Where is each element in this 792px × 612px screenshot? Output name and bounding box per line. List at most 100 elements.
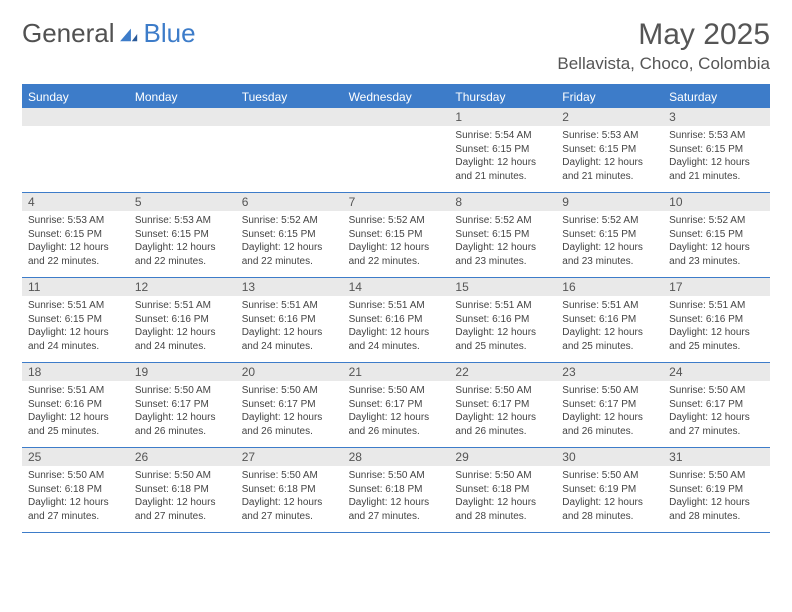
day-body xyxy=(129,126,236,133)
sunset-text: Sunset: 6:16 PM xyxy=(28,398,123,412)
day-body: Sunrise: 5:52 AMSunset: 6:15 PMDaylight:… xyxy=(449,211,556,272)
day-body: Sunrise: 5:50 AMSunset: 6:19 PMDaylight:… xyxy=(663,466,770,527)
sunset-text: Sunset: 6:17 PM xyxy=(562,398,657,412)
week-row: 1Sunrise: 5:54 AMSunset: 6:15 PMDaylight… xyxy=(22,108,770,193)
day-cell xyxy=(129,108,236,192)
logo-text-blue: Blue xyxy=(144,18,196,49)
logo: General Blue xyxy=(22,18,196,49)
day-body: Sunrise: 5:54 AMSunset: 6:15 PMDaylight:… xyxy=(449,126,556,187)
day-body: Sunrise: 5:52 AMSunset: 6:15 PMDaylight:… xyxy=(343,211,450,272)
daylight-text: Daylight: 12 hours and 24 minutes. xyxy=(242,326,337,353)
day-number: 18 xyxy=(22,363,129,381)
daylight-text: Daylight: 12 hours and 23 minutes. xyxy=(669,241,764,268)
weekday-header: Monday xyxy=(129,86,236,108)
sunset-text: Sunset: 6:17 PM xyxy=(242,398,337,412)
day-body: Sunrise: 5:51 AMSunset: 6:16 PMDaylight:… xyxy=(556,296,663,357)
sunset-text: Sunset: 6:18 PM xyxy=(242,483,337,497)
sunrise-text: Sunrise: 5:53 AM xyxy=(28,214,123,228)
day-cell: 14Sunrise: 5:51 AMSunset: 6:16 PMDayligh… xyxy=(343,278,450,362)
sunrise-text: Sunrise: 5:50 AM xyxy=(135,384,230,398)
day-cell: 1Sunrise: 5:54 AMSunset: 6:15 PMDaylight… xyxy=(449,108,556,192)
sunset-text: Sunset: 6:16 PM xyxy=(242,313,337,327)
day-number: 10 xyxy=(663,193,770,211)
day-number: 12 xyxy=(129,278,236,296)
day-number: 9 xyxy=(556,193,663,211)
day-number: 23 xyxy=(556,363,663,381)
day-body: Sunrise: 5:50 AMSunset: 6:17 PMDaylight:… xyxy=(343,381,450,442)
sunset-text: Sunset: 6:16 PM xyxy=(135,313,230,327)
logo-triangle-icon xyxy=(119,25,141,43)
sunrise-text: Sunrise: 5:54 AM xyxy=(455,129,550,143)
sunrise-text: Sunrise: 5:51 AM xyxy=(669,299,764,313)
day-number: 24 xyxy=(663,363,770,381)
day-cell xyxy=(236,108,343,192)
daylight-text: Daylight: 12 hours and 28 minutes. xyxy=(562,496,657,523)
sunrise-text: Sunrise: 5:50 AM xyxy=(669,469,764,483)
day-number: 4 xyxy=(22,193,129,211)
day-body: Sunrise: 5:50 AMSunset: 6:19 PMDaylight:… xyxy=(556,466,663,527)
location-text: Bellavista, Choco, Colombia xyxy=(557,54,770,74)
day-number: 13 xyxy=(236,278,343,296)
sunrise-text: Sunrise: 5:51 AM xyxy=(455,299,550,313)
day-cell: 8Sunrise: 5:52 AMSunset: 6:15 PMDaylight… xyxy=(449,193,556,277)
day-body: Sunrise: 5:51 AMSunset: 6:16 PMDaylight:… xyxy=(449,296,556,357)
day-cell: 10 Sunrise: 5:52 AMSunset: 6:15 PMDayligh… xyxy=(663,193,770,277)
day-cell: 24Sunrise: 5:50 AMSunset: 6:17 PMDayligh… xyxy=(663,363,770,447)
day-number: 6 xyxy=(236,193,343,211)
sunrise-text: Sunrise: 5:52 AM xyxy=(669,214,764,228)
daylight-text: Daylight: 12 hours and 27 minutes. xyxy=(135,496,230,523)
sunset-text: Sunset: 6:18 PM xyxy=(455,483,550,497)
day-number: 17 xyxy=(663,278,770,296)
day-body: Sunrise: 5:50 AMSunset: 6:17 PMDaylight:… xyxy=(556,381,663,442)
day-body xyxy=(236,126,343,133)
day-cell: 22Sunrise: 5:50 AMSunset: 6:17 PMDayligh… xyxy=(449,363,556,447)
daylight-text: Daylight: 12 hours and 21 minutes. xyxy=(455,156,550,183)
daylight-text: Daylight: 12 hours and 27 minutes. xyxy=(28,496,123,523)
day-cell: 26Sunrise: 5:50 AMSunset: 6:18 PMDayligh… xyxy=(129,448,236,532)
day-number: 25 xyxy=(22,448,129,466)
day-cell: 19Sunrise: 5:50 AMSunset: 6:17 PMDayligh… xyxy=(129,363,236,447)
daylight-text: Daylight: 12 hours and 22 minutes. xyxy=(135,241,230,268)
day-body: Sunrise: 5:53 AMSunset: 6:15 PMDaylight:… xyxy=(22,211,129,272)
day-number: 31 xyxy=(663,448,770,466)
daylight-text: Daylight: 12 hours and 28 minutes. xyxy=(669,496,764,523)
day-cell: 29Sunrise: 5:50 AMSunset: 6:18 PMDayligh… xyxy=(449,448,556,532)
sunset-text: Sunset: 6:19 PM xyxy=(669,483,764,497)
header: General Blue May 2025 Bellavista, Choco,… xyxy=(22,18,770,74)
day-cell: 12Sunrise: 5:51 AMSunset: 6:16 PMDayligh… xyxy=(129,278,236,362)
sunrise-text: Sunrise: 5:50 AM xyxy=(562,384,657,398)
day-cell: 7Sunrise: 5:52 AMSunset: 6:15 PMDaylight… xyxy=(343,193,450,277)
day-number xyxy=(236,108,343,126)
day-number xyxy=(129,108,236,126)
sunset-text: Sunset: 6:16 PM xyxy=(349,313,444,327)
daylight-text: Daylight: 12 hours and 22 minutes. xyxy=(28,241,123,268)
day-number: 27 xyxy=(236,448,343,466)
day-body: Sunrise: 5:50 AMSunset: 6:17 PMDaylight:… xyxy=(449,381,556,442)
sunset-text: Sunset: 6:18 PM xyxy=(349,483,444,497)
daylight-text: Daylight: 12 hours and 21 minutes. xyxy=(669,156,764,183)
day-body: Sunrise: 5:51 AMSunset: 6:15 PMDaylight:… xyxy=(22,296,129,357)
day-body: Sunrise: 5:50 AMSunset: 6:18 PMDaylight:… xyxy=(449,466,556,527)
day-body: Sunrise: 5:53 AMSunset: 6:15 PMDaylight:… xyxy=(129,211,236,272)
weekday-header: Saturday xyxy=(663,86,770,108)
day-body: Sunrise: 5:50 AMSunset: 6:18 PMDaylight:… xyxy=(236,466,343,527)
day-cell: 31Sunrise: 5:50 AMSunset: 6:19 PMDayligh… xyxy=(663,448,770,532)
day-number: 16 xyxy=(556,278,663,296)
sunset-text: Sunset: 6:15 PM xyxy=(242,228,337,242)
daylight-text: Daylight: 12 hours and 23 minutes. xyxy=(455,241,550,268)
daylight-text: Daylight: 12 hours and 26 minutes. xyxy=(135,411,230,438)
week-row: 4Sunrise: 5:53 AMSunset: 6:15 PMDaylight… xyxy=(22,193,770,278)
day-number: 2 xyxy=(556,108,663,126)
day-number: 3 xyxy=(663,108,770,126)
sunrise-text: Sunrise: 5:50 AM xyxy=(669,384,764,398)
sunset-text: Sunset: 6:15 PM xyxy=(669,228,764,242)
sunset-text: Sunset: 6:15 PM xyxy=(135,228,230,242)
sunrise-text: Sunrise: 5:51 AM xyxy=(28,299,123,313)
day-cell xyxy=(22,108,129,192)
day-cell: 4Sunrise: 5:53 AMSunset: 6:15 PMDaylight… xyxy=(22,193,129,277)
sunrise-text: Sunrise: 5:50 AM xyxy=(455,469,550,483)
daylight-text: Daylight: 12 hours and 26 minutes. xyxy=(349,411,444,438)
day-cell: 5Sunrise: 5:53 AMSunset: 6:15 PMDaylight… xyxy=(129,193,236,277)
day-number: 15 xyxy=(449,278,556,296)
sunset-text: Sunset: 6:15 PM xyxy=(28,228,123,242)
